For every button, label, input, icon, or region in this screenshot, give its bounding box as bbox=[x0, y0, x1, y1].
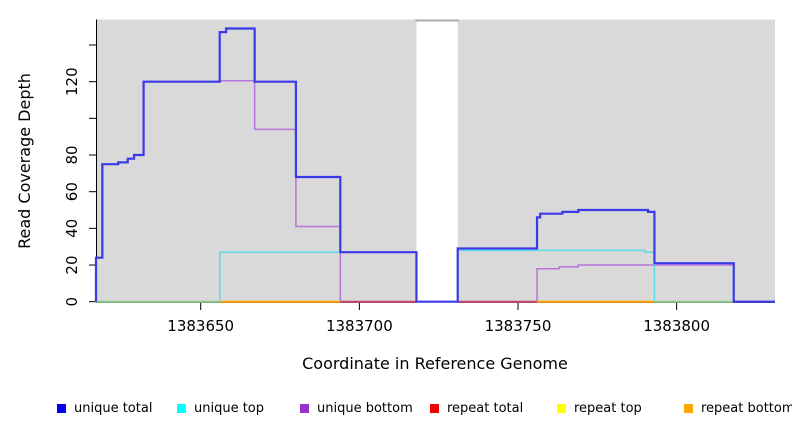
y-tick-label: 120 bbox=[63, 67, 81, 96]
legend-swatch bbox=[684, 403, 693, 413]
legend-swatch bbox=[557, 403, 566, 413]
legend-label: repeat top bbox=[574, 400, 642, 416]
y-tick-label: 0 bbox=[63, 297, 81, 307]
x-tick-label: 1383650 bbox=[167, 317, 234, 335]
legend-swatch bbox=[57, 403, 66, 413]
legend-label: unique top bbox=[194, 400, 265, 416]
x-tick-label: 1383800 bbox=[643, 317, 710, 335]
legend-label: repeat total bbox=[447, 400, 524, 416]
legend-label: repeat bottom bbox=[701, 400, 792, 416]
y-tick-label: 20 bbox=[63, 255, 81, 274]
x-axis-title: Coordinate in Reference Genome bbox=[302, 354, 568, 373]
no-data-gap bbox=[416, 19, 458, 303]
series-unique-total bbox=[94, 27, 775, 303]
plot-area: 0 20 40 60 80 120 1383650 1383700 1383750 1383800 bbox=[63, 19, 775, 335]
y-tick-label: 40 bbox=[63, 219, 81, 238]
legend-item-unique-bottom: unique bottom bbox=[300, 397, 413, 419]
legend: unique total unique top unique bottom repea… bbox=[0, 397, 792, 419]
legend-item-unique-total: unique total bbox=[57, 397, 152, 419]
x-tick-label: 1383750 bbox=[485, 317, 552, 335]
legend-swatch bbox=[177, 403, 186, 413]
y-axis-title: Read Coverage Depth bbox=[15, 73, 34, 249]
legend-label: unique bottom bbox=[317, 400, 413, 416]
y-tick-label: 60 bbox=[63, 182, 81, 201]
legend-item-unique-top: unique top bbox=[177, 397, 264, 419]
legend-label: unique total bbox=[74, 400, 153, 416]
series-path bbox=[94, 27, 775, 303]
plot-svg: Read Coverage Depth Coordinate in Refere… bbox=[15, 19, 775, 373]
legend-item-repeat-total: repeat total bbox=[430, 397, 523, 419]
legend-swatch bbox=[430, 403, 439, 413]
y-tick-label: 80 bbox=[63, 145, 81, 164]
legend-swatch bbox=[300, 403, 309, 413]
legend-item-repeat-bottom: repeat bottom bbox=[684, 397, 792, 419]
legend-item-repeat-top: repeat top bbox=[557, 397, 642, 419]
x-tick-label: 1383700 bbox=[326, 317, 393, 335]
